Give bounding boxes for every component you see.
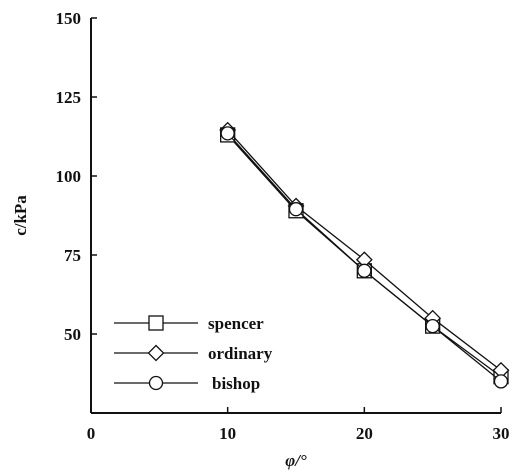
legend-marker-ordinary — [147, 344, 165, 362]
x-tick-label-10: 10 — [219, 424, 236, 443]
point-bishop-20 — [357, 263, 372, 278]
series-line-ordinary — [227, 129, 502, 371]
x-tick-label-0: 0 — [87, 424, 96, 443]
x-axis-label: φ/° — [285, 451, 307, 470]
legend-label-spencer: spencer — [208, 314, 264, 333]
point-bishop-10 — [220, 126, 235, 141]
series-bishop — [220, 126, 509, 389]
x-tick-label-20: 20 — [356, 424, 373, 443]
axes — [90, 18, 501, 414]
legend: spencer ordinary bishop — [114, 314, 273, 393]
legend-item-ordinary: ordinary — [114, 344, 273, 363]
point-bishop-30 — [493, 374, 509, 389]
y-tick-label-125: 125 — [56, 88, 82, 107]
x-tick-label-30: 30 — [493, 424, 510, 443]
axis-ticks: 0 10 20 30 50 75 100 125 150 — [56, 9, 510, 443]
y-axis-label: c/kPa — [11, 195, 30, 236]
legend-label-bishop: bishop — [212, 374, 260, 393]
legend-marker-bishop — [148, 375, 164, 391]
legend-marker-spencer — [148, 315, 164, 331]
y-tick-label-75: 75 — [64, 246, 81, 265]
legend-item-bishop: bishop — [114, 374, 260, 393]
y-tick-label-100: 100 — [56, 167, 82, 186]
legend-label-ordinary: ordinary — [208, 344, 273, 363]
y-tick-label-50: 50 — [64, 325, 81, 344]
series-ordinary — [219, 121, 510, 379]
point-bishop-15 — [288, 202, 304, 217]
point-bishop-25 — [425, 318, 440, 334]
y-tick-label-150: 150 — [56, 9, 82, 28]
series-layer — [219, 121, 510, 389]
legend-item-spencer: spencer — [114, 314, 264, 333]
